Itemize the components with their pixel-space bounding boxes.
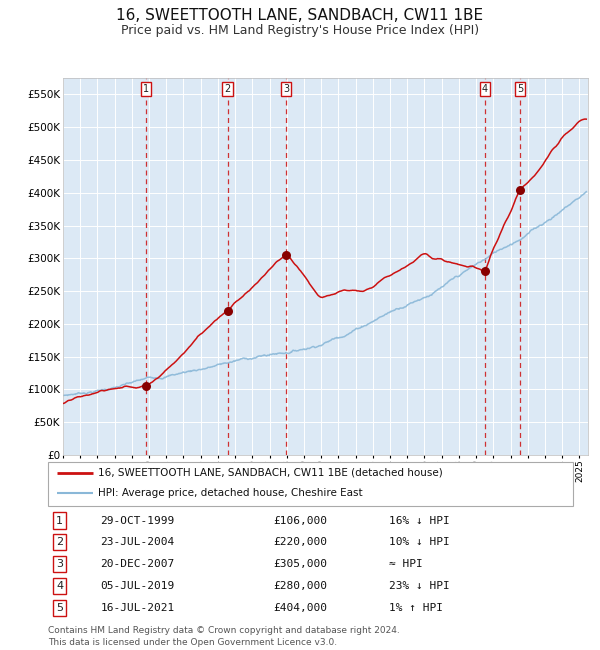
Text: Contains HM Land Registry data © Crown copyright and database right 2024.
This d: Contains HM Land Registry data © Crown c… xyxy=(48,626,400,647)
Text: 4: 4 xyxy=(482,84,488,94)
Text: 5: 5 xyxy=(56,603,63,613)
Text: 3: 3 xyxy=(56,559,63,569)
Text: 05-JUL-2019: 05-JUL-2019 xyxy=(101,581,175,591)
Text: 2: 2 xyxy=(224,84,230,94)
Text: 20-DEC-2007: 20-DEC-2007 xyxy=(101,559,175,569)
Text: 3: 3 xyxy=(283,84,289,94)
Text: 29-OCT-1999: 29-OCT-1999 xyxy=(101,515,175,525)
Text: 4: 4 xyxy=(56,581,63,591)
Text: £280,000: £280,000 xyxy=(274,581,328,591)
Text: £220,000: £220,000 xyxy=(274,538,328,547)
Text: 16% ↓ HPI: 16% ↓ HPI xyxy=(389,515,450,525)
FancyBboxPatch shape xyxy=(48,462,573,506)
Text: £404,000: £404,000 xyxy=(274,603,328,613)
Text: 16-JUL-2021: 16-JUL-2021 xyxy=(101,603,175,613)
Text: 1: 1 xyxy=(56,515,63,525)
Text: HPI: Average price, detached house, Cheshire East: HPI: Average price, detached house, Ches… xyxy=(98,488,362,499)
Text: 23-JUL-2004: 23-JUL-2004 xyxy=(101,538,175,547)
Text: 1: 1 xyxy=(143,84,149,94)
Text: £106,000: £106,000 xyxy=(274,515,328,525)
Text: 5: 5 xyxy=(517,84,523,94)
Text: 2: 2 xyxy=(56,538,63,547)
Text: £305,000: £305,000 xyxy=(274,559,328,569)
Text: 1% ↑ HPI: 1% ↑ HPI xyxy=(389,603,443,613)
Text: 23% ↓ HPI: 23% ↓ HPI xyxy=(389,581,450,591)
Text: 16, SWEETTOOTH LANE, SANDBACH, CW11 1BE: 16, SWEETTOOTH LANE, SANDBACH, CW11 1BE xyxy=(116,8,484,23)
Text: ≈ HPI: ≈ HPI xyxy=(389,559,423,569)
Text: Price paid vs. HM Land Registry's House Price Index (HPI): Price paid vs. HM Land Registry's House … xyxy=(121,24,479,37)
Text: 16, SWEETTOOTH LANE, SANDBACH, CW11 1BE (detached house): 16, SWEETTOOTH LANE, SANDBACH, CW11 1BE … xyxy=(98,467,443,478)
Text: 10% ↓ HPI: 10% ↓ HPI xyxy=(389,538,450,547)
